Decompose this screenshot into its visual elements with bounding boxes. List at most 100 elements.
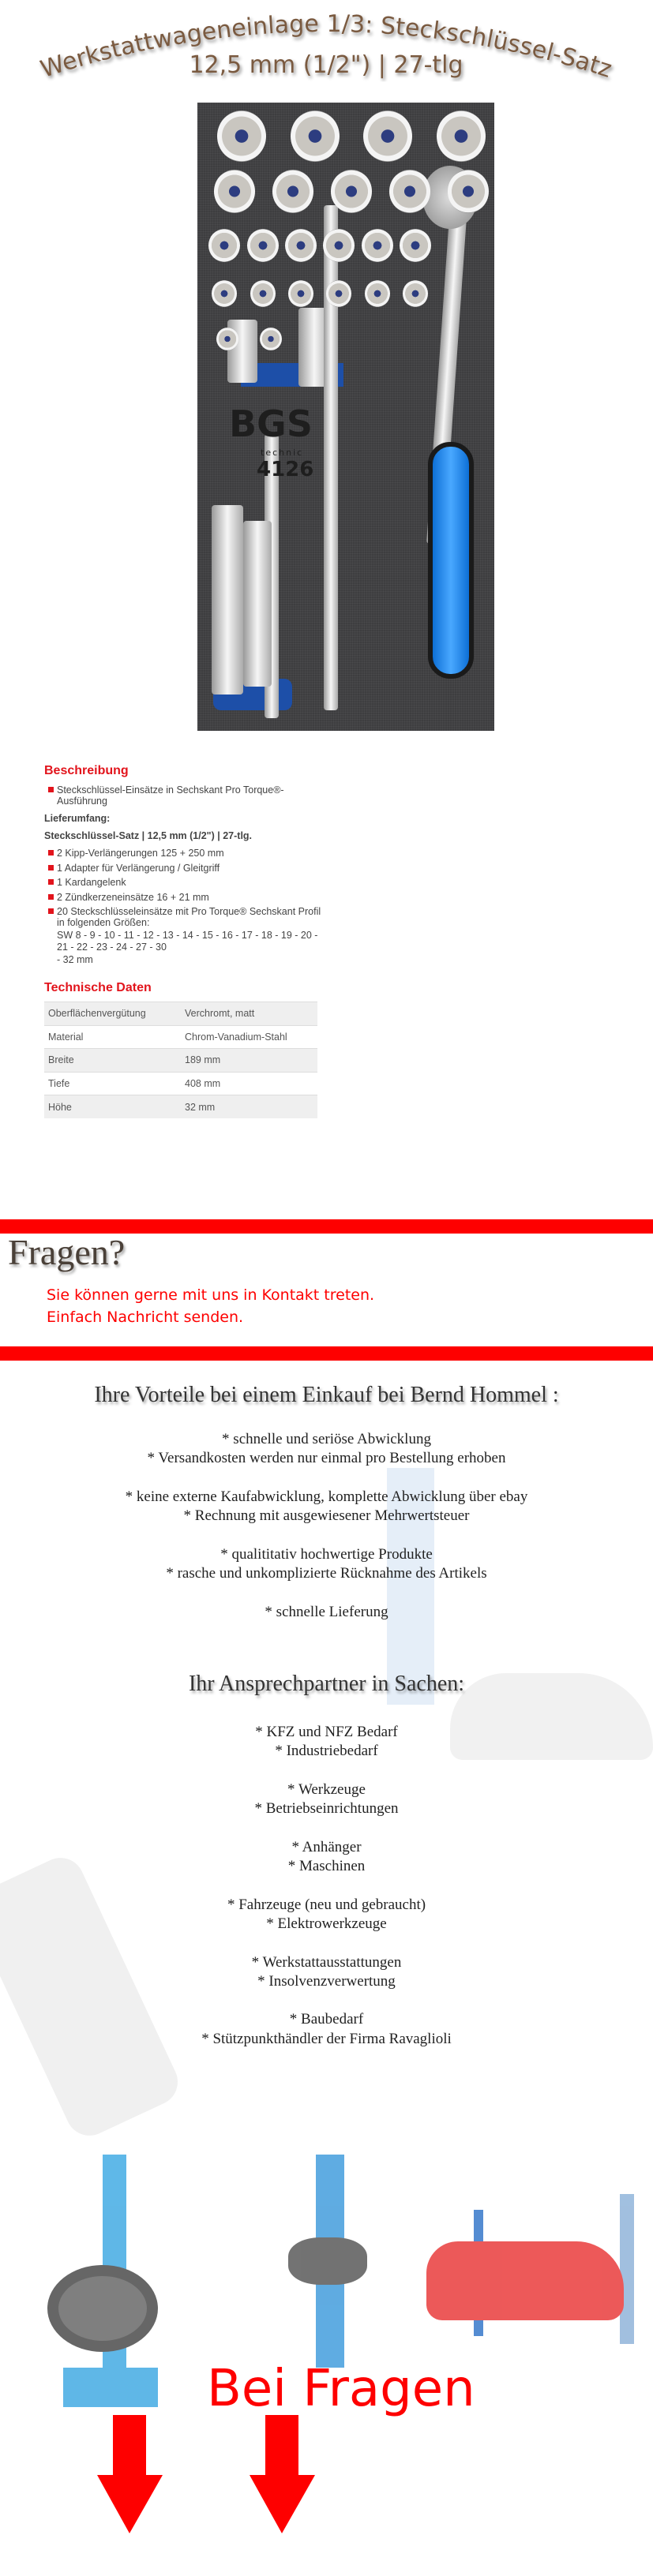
- tech-data-section: Technische Daten Oberflächenvergütung Ver…: [44, 981, 317, 1118]
- benefit-line: * Maschinen: [287, 1858, 366, 1875]
- socket: [361, 229, 393, 262]
- table-row: Höhe 32 mm: [44, 1095, 317, 1118]
- arrows: [97, 2415, 315, 2533]
- benefit-line: * Versandkosten werden nur einmal pro Be…: [147, 1450, 506, 1467]
- contact-line-2: Einfach Nachricht senden.: [47, 1309, 244, 1326]
- socket: [326, 280, 352, 307]
- benefit-line: * keine externe Kaufabwicklung, komplett…: [125, 1488, 528, 1505]
- spark-plug-socket-21: [212, 505, 243, 695]
- ansprechpartner-heading: Ihr Ansprechpartner in Sachen:: [188, 1672, 465, 1696]
- tech-data-table: Oberflächenvergütung Verchromt, matt Mater…: [44, 1002, 317, 1118]
- table-row: Oberflächenvergütung Verchromt, matt: [44, 1002, 317, 1025]
- socket: [331, 170, 372, 213]
- socket: [272, 170, 313, 213]
- benefit-line: * Betriebseinrichtungen: [254, 1800, 399, 1818]
- bei-fragen-text: Bei Fragen: [207, 2360, 475, 2418]
- socket: [399, 229, 431, 262]
- socket: [364, 280, 390, 307]
- benefit-line: [0, 1583, 653, 1602]
- socket: [250, 280, 276, 307]
- bgs-logo-sub: technic: [261, 447, 304, 458]
- scope-item: 2 Zündkerzeneinsätze 16 + 21 mm: [44, 892, 328, 903]
- socket: [246, 229, 279, 262]
- set-title: Steckschlüssel-Satz | 12,5 mm (1/2") | 2…: [44, 830, 253, 841]
- sizes-line: - 32 mm: [57, 953, 93, 965]
- benefit-line: * Baubedarf: [289, 2011, 364, 2028]
- spec-label: Oberflächenvergütung: [44, 1002, 181, 1025]
- benefit-line: [0, 1991, 653, 2010]
- scope-item: 1 Kardangelenk: [44, 877, 328, 888]
- benefit-line: [0, 1526, 653, 1544]
- feature-item: Steckschlüssel-Einsätze in Sechskant Pro…: [44, 784, 328, 807]
- arrow-down-icon: [97, 2415, 163, 2533]
- socket: [436, 110, 486, 163]
- benefit-line: * Anhänger: [291, 1838, 362, 1855]
- benefit-line: [0, 1876, 653, 1895]
- scope-item: 1 Adapter für Verlängerung / Gleitgriff: [44, 863, 328, 874]
- spec-label: Höhe: [44, 1095, 181, 1118]
- socket: [259, 328, 282, 351]
- spec-value: 32 mm: [181, 1095, 317, 1118]
- benefit-line: * Insolvenzverwertung: [257, 1972, 396, 1990]
- lift-column-image: [387, 1468, 434, 1705]
- socket: [212, 280, 238, 307]
- socket: [389, 170, 430, 213]
- socket: [216, 328, 238, 351]
- spec-label: Tiefe: [44, 1071, 181, 1095]
- divider-red: [0, 1219, 653, 1234]
- socket: [402, 280, 428, 307]
- arrow-down-icon: [250, 2415, 315, 2533]
- benefit-line: [0, 1469, 653, 1488]
- sizes-line: in folgenden Größen:: [57, 917, 150, 928]
- lift-with-car-image: [426, 2178, 653, 2344]
- benefit-line: [0, 1762, 653, 1780]
- spec-value: 408 mm: [181, 1071, 317, 1095]
- socket: [448, 170, 489, 213]
- bgs-logo: BGS: [229, 402, 313, 445]
- ansprechpartner-list: * KFZ und NFZ Bedarf * Industriebedarf * W…: [0, 1723, 653, 2049]
- benefit-line: * KFZ und NFZ Bedarf: [255, 1724, 398, 1740]
- tire-changer-image-2: [261, 2155, 387, 2368]
- benefit-line: * Elektrowerkzeuge: [266, 1915, 387, 1932]
- benefit-line: * Werkstattausstattungen: [251, 1953, 402, 1971]
- fragen-heading: Fragen?: [8, 1232, 126, 1272]
- contact-line-1: Sie können gerne mit uns in Kontakt tret…: [47, 1286, 375, 1304]
- model-number: 4126: [257, 458, 314, 481]
- tire-changer-image: [32, 2155, 190, 2407]
- title-line-2: 12,5 mm (1/2") | 27-tlg: [189, 51, 463, 79]
- benefit-line: * Stützpunkthändler der Firma Ravaglioli: [201, 2030, 452, 2047]
- benefit-line: * Werkzeuge: [287, 1780, 366, 1798]
- socket: [284, 229, 317, 262]
- socket: [287, 280, 313, 307]
- spec-label: Breite: [44, 1048, 181, 1072]
- benefit-line: [0, 1934, 653, 1953]
- socket: [214, 170, 255, 213]
- socket: [217, 110, 267, 163]
- socket: [208, 229, 241, 262]
- spec-label: Material: [44, 1024, 181, 1049]
- vorteile-list: * schnelle und seriöse Abwicklung * Versa…: [0, 1430, 653, 1622]
- table-row: Tiefe 408 mm: [44, 1071, 317, 1095]
- benefit-line: [0, 1818, 653, 1837]
- benefit-line: * schnelle und seriöse Abwicklung: [222, 1431, 431, 1447]
- spark-plug-socket-16: [243, 521, 272, 687]
- benefit-line: * rasche und unkomplizierte Rücknahme de…: [166, 1565, 487, 1582]
- tech-data-heading: Technische Daten: [44, 981, 152, 994]
- table-row: Material Chrom-Vanadium-Stahl: [44, 1024, 317, 1049]
- description-section: Beschreibung Steckschlüssel-Einsätze in …: [44, 764, 328, 966]
- spec-value: Verchromt, matt: [181, 1002, 317, 1025]
- extension-250: [324, 205, 338, 710]
- description-heading: Beschreibung: [44, 764, 129, 777]
- benefit-line: * Industriebedarf: [275, 1743, 378, 1760]
- sizes-line: SW 8 - 9 - 10 - 11 - 12 - 13 - 14 - 15 -…: [57, 929, 318, 953]
- benefit-line: * Rechnung mit ausgewiesener Mehrwertste…: [183, 1507, 470, 1525]
- page-title: Werkstattwageneinlage 1/3: Steckschlüsse…: [37, 10, 615, 84]
- car-image-faded: [450, 1673, 653, 1760]
- divider-red: [0, 1346, 653, 1361]
- socket: [363, 110, 413, 163]
- scope-item: 20 Steckschlüsseleinsätze mit Pro Torque…: [44, 906, 328, 917]
- scope-item: 2 Kipp-Verlängerungen 125 + 250 mm: [44, 848, 328, 859]
- contact-text: Sie können gerne mit uns in Kontakt tret…: [47, 1284, 374, 1328]
- socket: [323, 229, 355, 262]
- benefit-line: * schnelle Lieferung: [265, 1603, 388, 1620]
